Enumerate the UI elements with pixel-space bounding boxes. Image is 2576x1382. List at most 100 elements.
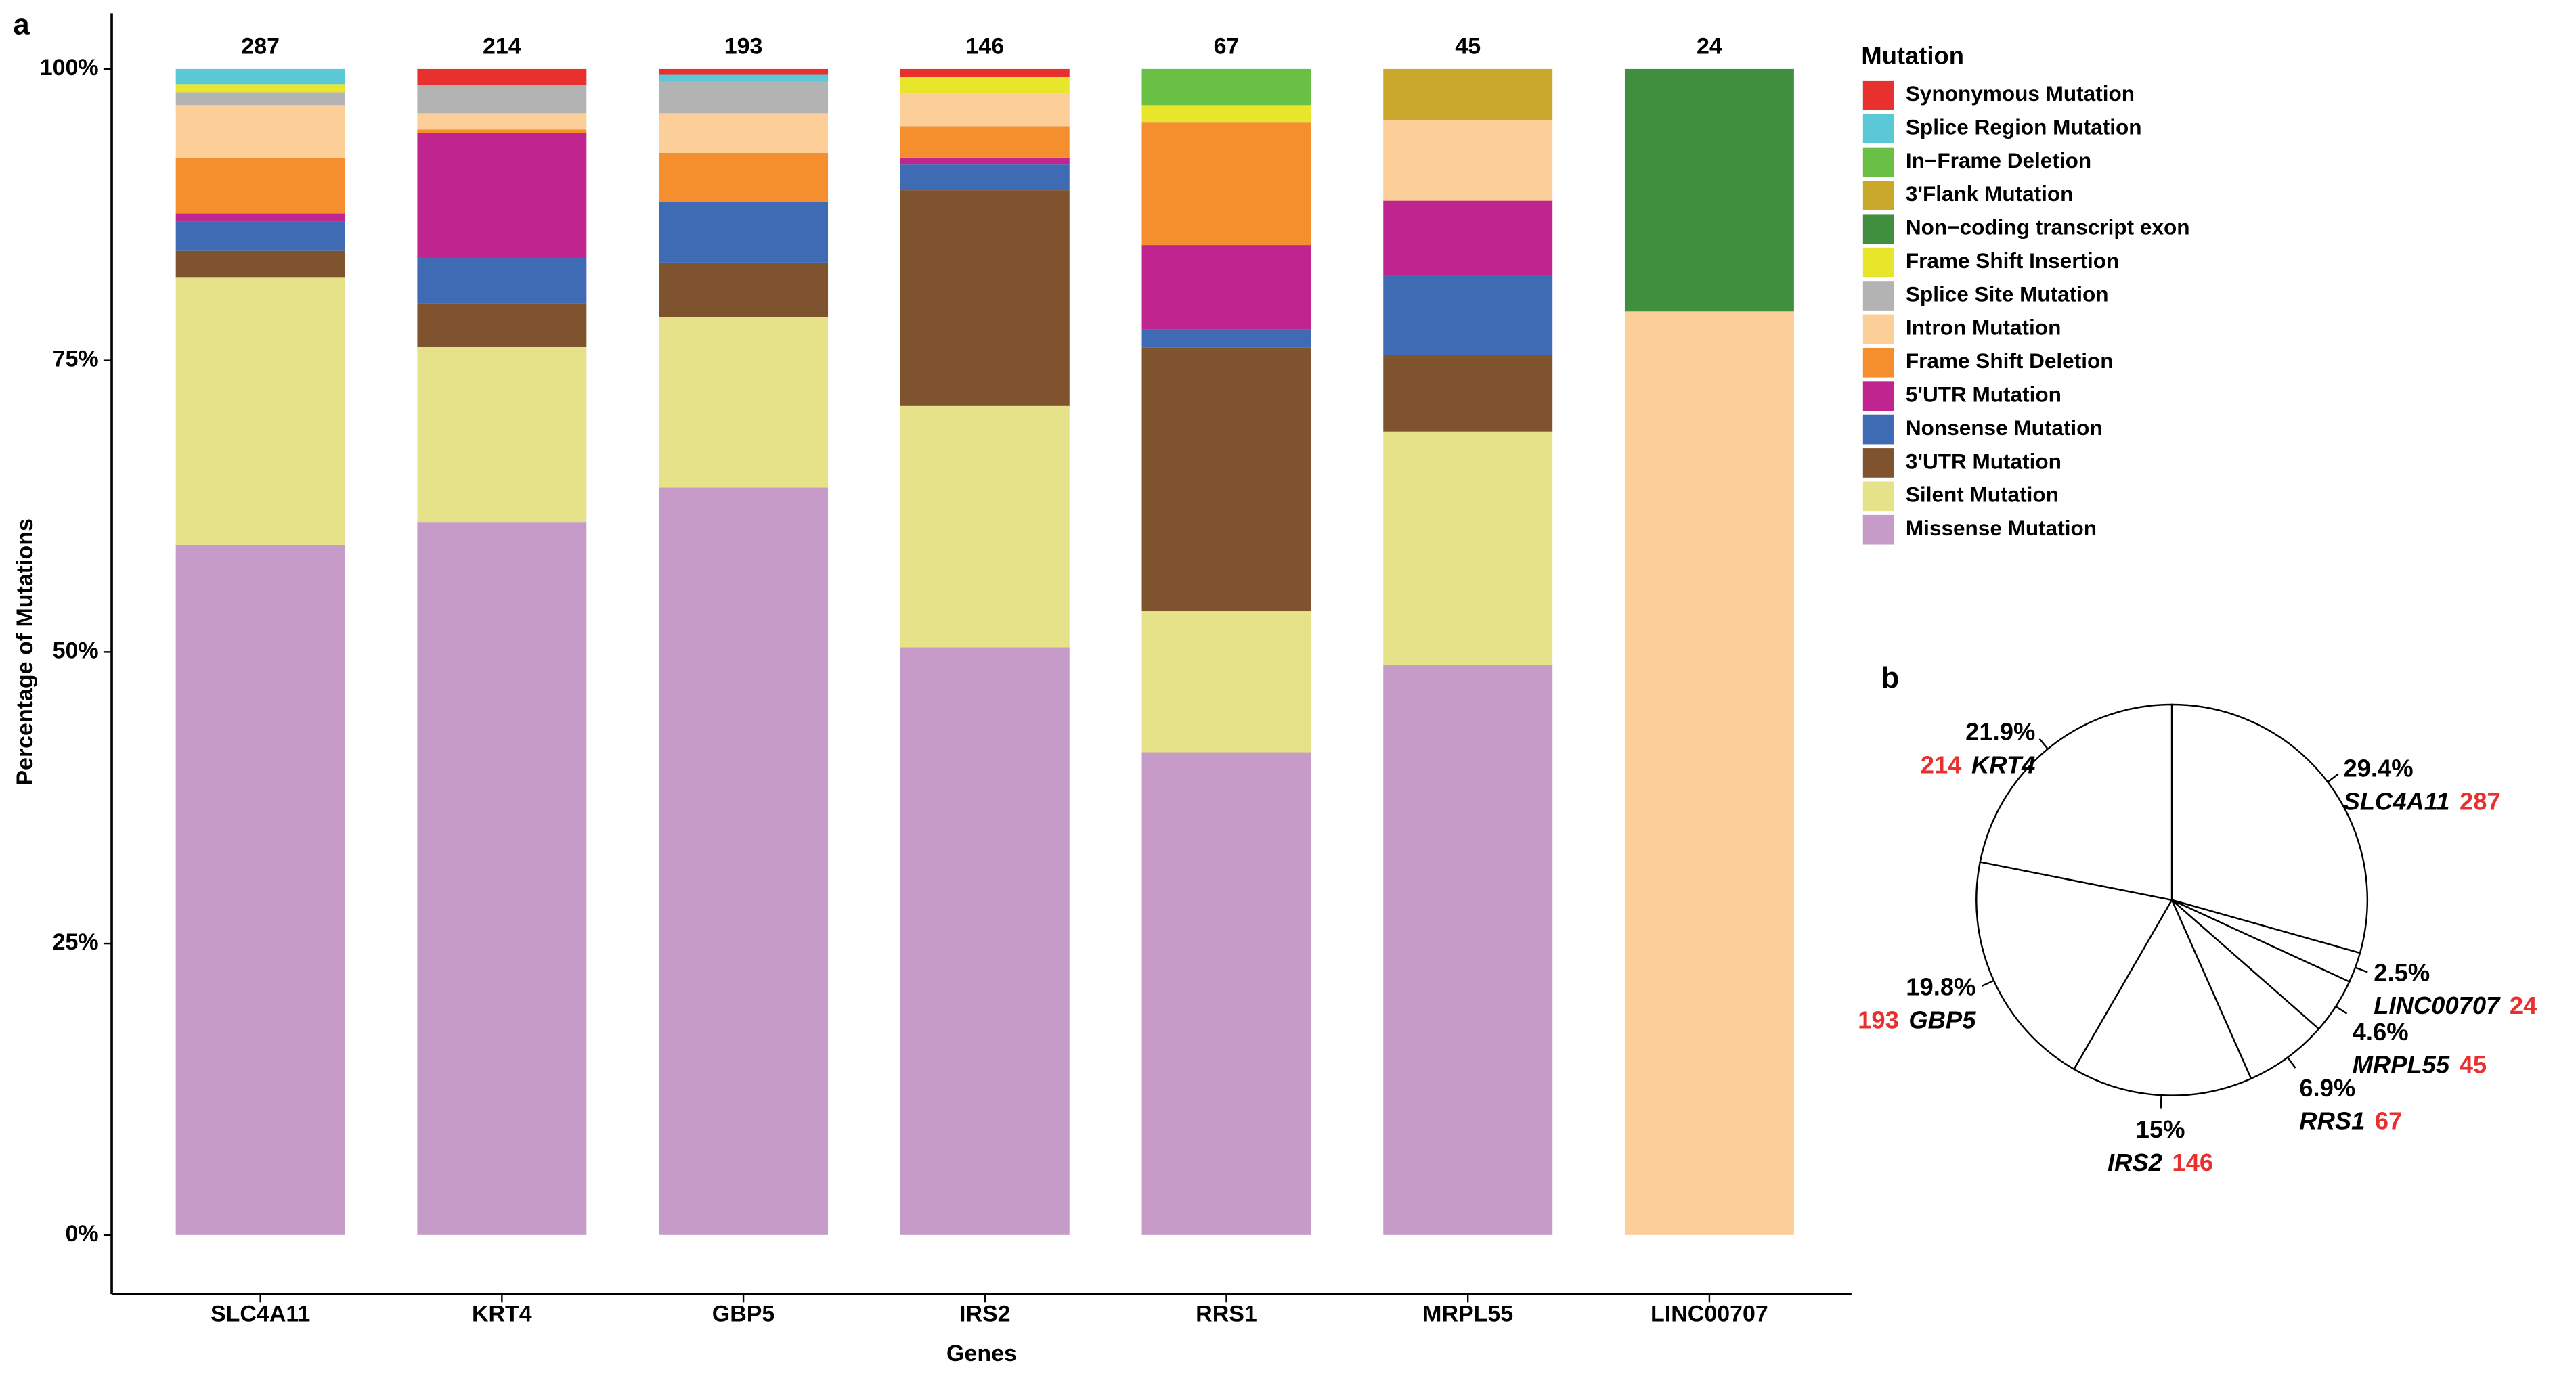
pie-count: 67 — [2375, 1107, 2402, 1134]
bar-segment — [175, 221, 345, 251]
legend-swatch — [1862, 247, 1894, 277]
pie-category: LINC00707 — [2374, 991, 2501, 1019]
gap: 45 — [2460, 1050, 2487, 1078]
legend-label: Synonymous Mutation — [1906, 81, 2135, 106]
bar-segment — [417, 68, 587, 86]
bar-segment — [900, 164, 1070, 191]
legend-swatch — [1862, 381, 1894, 411]
bar-segment — [900, 157, 1070, 165]
bar-segment — [1141, 752, 1311, 1235]
bar-segment — [1141, 68, 1311, 106]
bar-segment — [1383, 120, 1553, 201]
legend-label: Frame Shift Deletion — [1906, 349, 2114, 373]
bar-segment — [175, 213, 345, 222]
legend-label: Splice Site Mutation — [1906, 282, 2109, 306]
x-tick-label: MRPL55 — [1422, 1301, 1513, 1327]
x-tick-label: GBP5 — [712, 1301, 775, 1327]
legend-label: 3'Flank Mutation — [1906, 181, 2074, 206]
bar-segment — [1624, 311, 1794, 1235]
pie-slice — [2072, 898, 2252, 1096]
pie-count: 146 — [2172, 1149, 2213, 1176]
legend-label: Splice Region Mutation — [1906, 114, 2142, 139]
x-tick-label: IRS2 — [959, 1301, 1011, 1327]
bar-segment — [175, 84, 345, 93]
legend-swatch — [1862, 514, 1894, 545]
label-leader — [2327, 773, 2339, 783]
bar-segment — [1383, 200, 1553, 275]
bar-segment — [900, 76, 1070, 94]
legend-swatch — [1862, 481, 1894, 512]
bar-segment — [900, 93, 1070, 127]
bar-segment — [1383, 355, 1553, 432]
y-tick-label: 50% — [53, 638, 99, 663]
bar-segment — [175, 277, 345, 545]
bar-segment — [1383, 68, 1553, 120]
pie-percent-label: 21.9% — [1965, 718, 2035, 746]
bar-segment — [175, 544, 345, 1235]
label-leader — [1981, 979, 1994, 987]
x-tick-label: LINC00707 — [1651, 1301, 1768, 1327]
total-label: 146 — [965, 33, 1004, 59]
pie-count: 287 — [2460, 787, 2501, 815]
pie-percent-label: 19.8% — [1906, 973, 1975, 1001]
gap: 287 — [2460, 787, 2501, 815]
legend-label: Intron Mutation — [1906, 315, 2061, 340]
bar-segment — [175, 250, 345, 278]
pie-count: 24 — [2510, 991, 2537, 1019]
bar-segment — [1141, 122, 1311, 246]
pie-slice — [2170, 899, 2320, 1080]
bar-segment — [659, 262, 829, 317]
y-axis-title: Percentage of Mutations — [12, 518, 38, 785]
label-leader — [2335, 1006, 2348, 1015]
legend-swatch — [1862, 181, 1894, 210]
total-label: 193 — [724, 33, 763, 59]
x-axis-title: Genes — [946, 1341, 1017, 1366]
gap: KRT4 — [1971, 751, 2035, 778]
x-tick-label: SLC4A11 — [211, 1301, 310, 1327]
bar-segment — [659, 81, 829, 114]
legend-swatch — [1862, 147, 1894, 177]
legend-label: 3'UTR Mutation — [1906, 449, 2061, 473]
label-leader — [2355, 966, 2368, 973]
gap: GBP5 — [1908, 1006, 1976, 1033]
legend-label: Silent Mutation — [1906, 483, 2059, 507]
legend-label: Nonsense Mutation — [1906, 416, 2103, 440]
x-tick-label: KRT4 — [472, 1301, 532, 1327]
pie-slice — [1979, 703, 2173, 901]
total-label: 24 — [1697, 33, 1722, 59]
y-tick-label: 100% — [40, 55, 99, 81]
pie-name-label: IRS2 146 — [2108, 1149, 2213, 1176]
pie-count: 214 — [1921, 751, 1962, 778]
legend-swatch — [1862, 214, 1894, 244]
bar-segment — [175, 157, 345, 214]
bar-segment — [900, 647, 1070, 1235]
pie-slice — [2170, 703, 2368, 954]
bar-segment — [659, 68, 829, 75]
label-leader — [2287, 1056, 2296, 1069]
legend-swatch — [1862, 314, 1894, 344]
bar-segment — [417, 258, 587, 304]
pie-count: 45 — [2460, 1050, 2487, 1078]
legend-swatch — [1862, 114, 1894, 143]
bar-segment — [900, 405, 1070, 648]
legend-label: In−Frame Deletion — [1906, 148, 2091, 173]
bar-segment — [417, 133, 587, 259]
bar-segment — [417, 129, 587, 133]
bar-segment — [659, 152, 829, 202]
bar-segment — [1383, 431, 1553, 665]
gap: 67 — [2375, 1107, 2402, 1134]
bar-segment — [1141, 105, 1311, 123]
pie-name-label: RRS1 67 — [2299, 1107, 2402, 1134]
pie-percent-label: 2.5% — [2374, 958, 2430, 986]
bar-segment — [900, 190, 1070, 406]
bar-segment — [1383, 665, 1553, 1235]
bar-segment — [1141, 329, 1311, 348]
bar-segment — [1624, 68, 1794, 312]
pie-name-label: 214 KRT4 — [1921, 751, 2036, 778]
legend-label: Missense Mutation — [1906, 516, 2097, 540]
legend-swatch — [1862, 448, 1894, 478]
pie-category: KRT4 — [1971, 751, 2035, 778]
legend-swatch — [1862, 414, 1894, 445]
